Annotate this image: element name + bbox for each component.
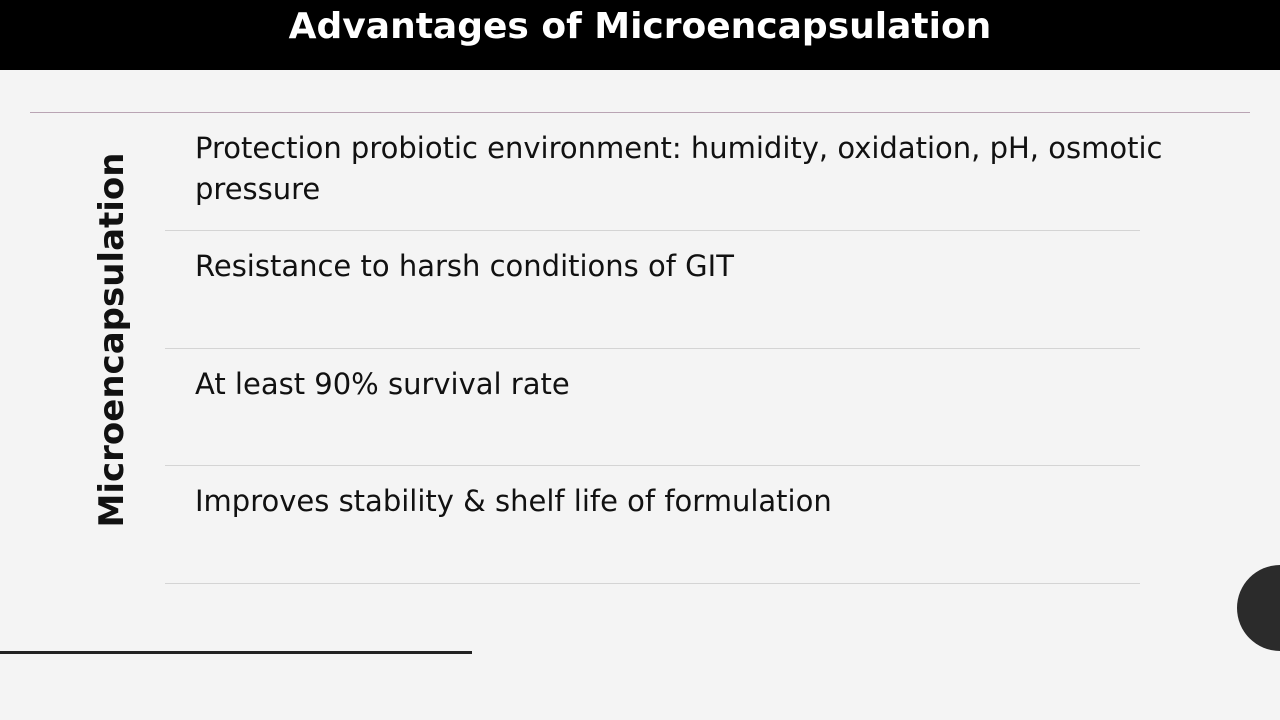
separator xyxy=(165,583,1140,584)
decoration-circle xyxy=(1237,565,1280,651)
item: Improves stability & shelf life of formu… xyxy=(195,484,832,518)
separator xyxy=(165,465,1140,466)
item: Resistance to harsh conditions of GIT xyxy=(195,249,734,283)
separator xyxy=(165,230,1140,231)
separator xyxy=(165,348,1140,349)
item: At least 90% survival rate xyxy=(195,367,570,401)
title: Advantages of Microencapsulation xyxy=(0,0,1280,70)
divider xyxy=(30,112,1250,113)
side-label: Microencapsulation xyxy=(92,152,132,528)
item: Protection probiotic environment: humidi… xyxy=(195,131,1163,206)
footer-line xyxy=(0,651,472,654)
